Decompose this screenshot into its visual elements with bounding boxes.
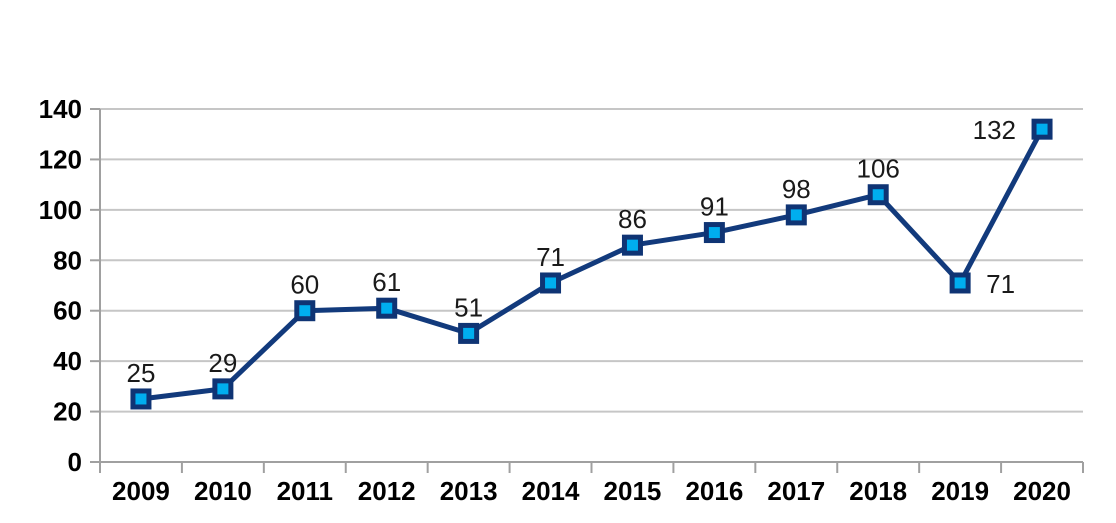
data-point-marker-2016 <box>703 222 725 244</box>
x-axis-label-2010: 2010 <box>194 476 252 506</box>
data-point-marker-2015 <box>621 234 643 256</box>
data-point-label-2010: 29 <box>208 348 237 378</box>
data-point-label-2020: 132 <box>973 115 1016 145</box>
x-axis-label-2013: 2013 <box>440 476 498 506</box>
series-line-annual-values <box>138 126 1045 402</box>
data-point-label-2016: 91 <box>700 192 729 222</box>
x-axis-label-2015: 2015 <box>604 476 662 506</box>
data-point-marker-2020 <box>1031 118 1053 140</box>
data-point-marker-2010 <box>212 378 234 400</box>
x-axis-label-2019: 2019 <box>931 476 989 506</box>
x-axis-label-2014: 2014 <box>522 476 580 506</box>
data-point-label-2019: 71 <box>986 269 1015 299</box>
x-axis-label-2016: 2016 <box>685 476 743 506</box>
y-axis-label-0: 0 <box>68 447 82 477</box>
x-axis-label-2017: 2017 <box>767 476 825 506</box>
y-axis-label-60: 60 <box>53 296 82 326</box>
data-point-label-2014: 71 <box>536 242 565 272</box>
y-axis-label-80: 80 <box>53 245 82 275</box>
data-point-marker-2017 <box>785 204 807 226</box>
data-point-label-2011: 60 <box>290 270 319 300</box>
data-point-marker-2018 <box>867 184 889 206</box>
y-axis-label-120: 120 <box>39 144 82 174</box>
y-axis-label-100: 100 <box>39 195 82 225</box>
data-point-marker-2011 <box>294 300 316 322</box>
data-point-marker-2019 <box>949 272 971 294</box>
y-axis-label-20: 20 <box>53 397 82 427</box>
y-axis-label-140: 140 <box>39 94 82 124</box>
data-point-label-2013: 51 <box>454 292 483 322</box>
data-point-marker-2012 <box>376 297 398 319</box>
data-point-marker-2009 <box>130 388 152 410</box>
data-point-label-2009: 25 <box>126 358 155 388</box>
x-axis-label-2009: 2009 <box>112 476 170 506</box>
x-axis-label-2011: 2011 <box>277 476 333 506</box>
data-point-label-2018: 106 <box>857 154 900 184</box>
data-point-marker-2014 <box>540 272 562 294</box>
data-point-label-2012: 61 <box>372 267 401 297</box>
x-axis-label-2018: 2018 <box>849 476 907 506</box>
y-axis-label-40: 40 <box>53 346 82 376</box>
data-point-marker-2013 <box>458 322 480 344</box>
x-axis-label-2012: 2012 <box>358 476 416 506</box>
data-point-label-2017: 98 <box>782 174 811 204</box>
x-axis-label-2020: 2020 <box>1013 476 1071 506</box>
data-point-label-2015: 86 <box>618 204 647 234</box>
